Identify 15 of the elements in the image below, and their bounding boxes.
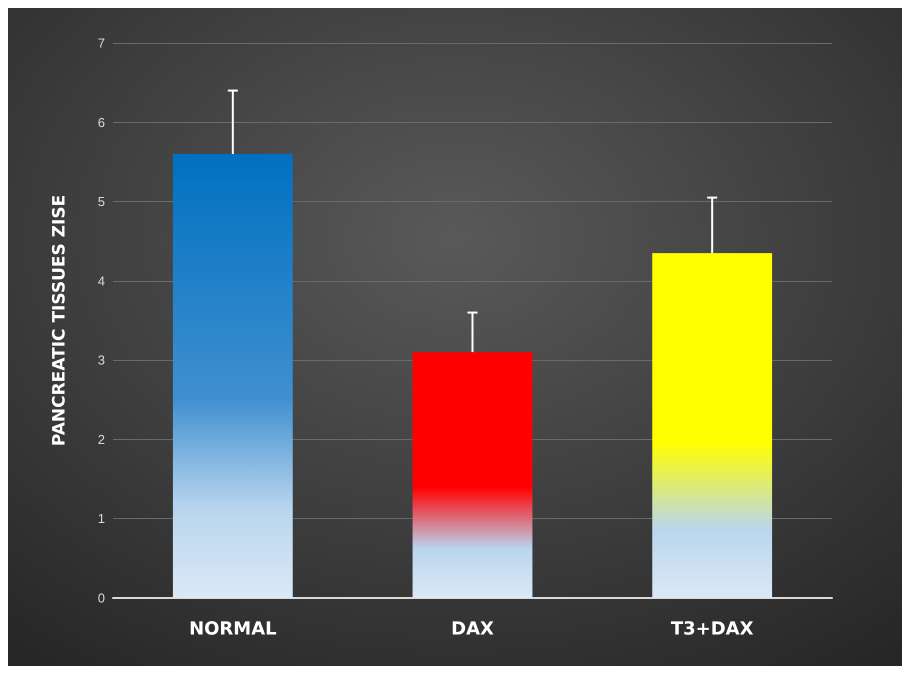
- y-tick-label: 2: [98, 432, 105, 447]
- y-tick-label: 3: [98, 352, 105, 368]
- bar: [652, 253, 772, 598]
- y-tick-label: 4: [98, 273, 105, 288]
- y-axis-title: PANCREATIC TISSUES ZISE: [50, 194, 70, 446]
- y-tick-label: 7: [98, 36, 105, 50]
- y-tick-label: 6: [98, 114, 105, 130]
- y-tick-label: 5: [98, 194, 105, 210]
- bar: [412, 352, 532, 598]
- x-tick-label: T3+DAX: [670, 618, 754, 640]
- y-tick-label: 1: [98, 511, 105, 526]
- x-tick-label: DAX: [451, 618, 494, 640]
- bar: [172, 154, 293, 598]
- y-tick-label: 0: [98, 590, 105, 606]
- x-tick-label: NORMAL: [189, 618, 277, 640]
